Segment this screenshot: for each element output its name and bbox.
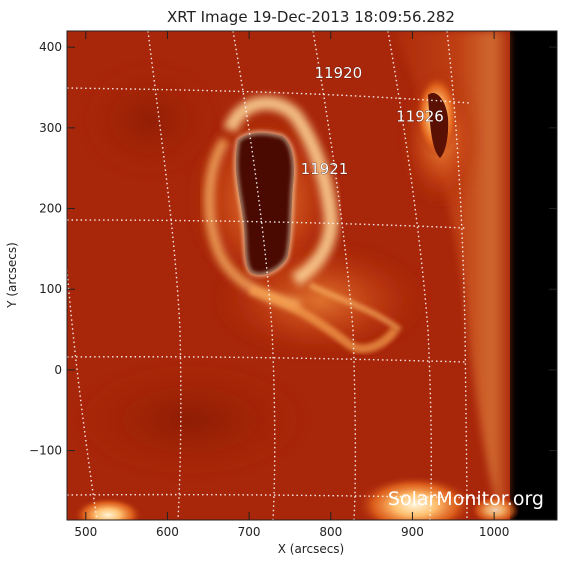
off-limb-region — [510, 31, 557, 520]
active-region-labels: 11920 11926 11921 — [300, 64, 444, 179]
y-tick-label: 0 — [54, 363, 62, 377]
y-tick-label: 100 — [39, 282, 62, 296]
heliographic-grid — [67, 31, 481, 520]
y-tick-label: 300 — [39, 121, 62, 135]
y-tick-label: 200 — [39, 202, 62, 216]
chart-title: XRT Image 19-Dec-2013 18:09:56.282 — [167, 8, 455, 26]
dark-region-11926 — [428, 92, 449, 158]
x-tick-label: 800 — [319, 525, 342, 539]
x-tick-label: 700 — [238, 525, 261, 539]
y-axis-label: Y (arcsecs) — [5, 242, 19, 309]
x-tick-label: 1000 — [479, 525, 510, 539]
x-axis-label: X (arcsecs) — [278, 542, 345, 556]
y-axis-ticks: −100 0 100 200 300 400 — [29, 40, 557, 458]
x-tick-label: 600 — [156, 525, 179, 539]
active-region-label-11921: 11921 — [301, 160, 349, 178]
solar-image — [67, 31, 557, 520]
dark-region-11921 — [235, 132, 294, 275]
active-region-label-11926: 11926 — [396, 107, 444, 125]
solarmonitor-watermark: SolarMonitor.org — [388, 488, 544, 510]
y-tick-label: 400 — [39, 40, 62, 54]
x-axis-ticks: 500 600 700 800 900 1000 — [74, 31, 509, 539]
x-tick-label: 500 — [74, 525, 97, 539]
plot-frame — [66, 30, 558, 521]
y-tick-label: −100 — [29, 444, 62, 458]
x-tick-label: 900 — [401, 525, 424, 539]
active-region-label-11920: 11920 — [314, 64, 362, 82]
